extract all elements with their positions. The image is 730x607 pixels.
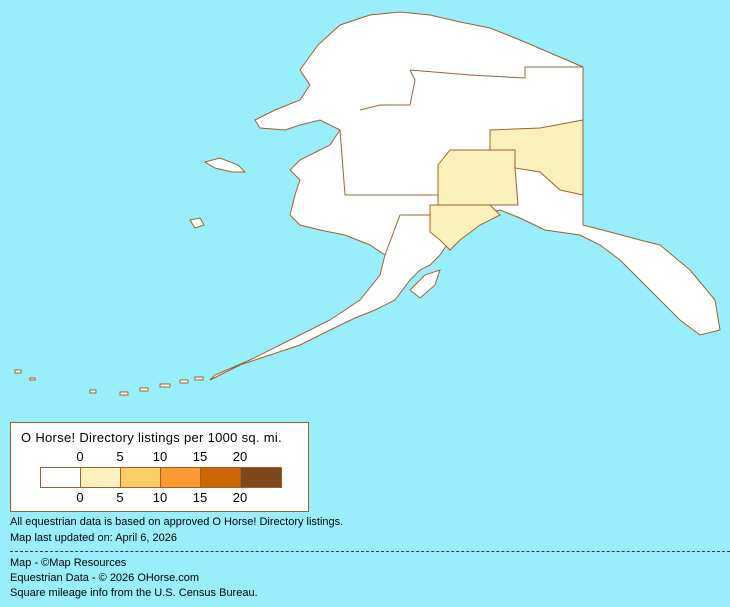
legend-swatch: [121, 468, 161, 487]
legend-bottom-tick: 5: [116, 490, 124, 505]
region-southcentral[interactable]: [429, 204, 501, 251]
map-credit: Map - ©Map Resources: [10, 557, 127, 569]
data-basis-note: All equestrian data is based on approved…: [10, 516, 344, 528]
legend: O Horse! Directory listings per 1000 sq.…: [10, 422, 309, 512]
legend-swatch: [241, 468, 281, 487]
divider: [10, 551, 730, 552]
alaska-map: [14, 11, 721, 396]
legend-bottom-tick: 20: [232, 490, 248, 505]
legend-bottom-tick: 10: [152, 490, 168, 505]
legend-top-tick: 5: [116, 449, 124, 464]
legend-swatch: [161, 468, 201, 487]
legend-bottom-tick: 15: [192, 490, 208, 505]
legend-top-tick: 10: [152, 449, 168, 464]
legend-swatch: [41, 468, 81, 487]
region-interior[interactable]: [437, 149, 519, 206]
legend-top-tick: 15: [192, 449, 208, 464]
legend-swatch: [201, 468, 241, 487]
updated-note: Map last updated on: April 6, 2026: [10, 532, 177, 544]
legend-top-tick: 0: [76, 449, 84, 464]
data-credit: Equestrian Data - © 2026 OHorse.com: [10, 572, 200, 584]
legend-top-tick: 20: [232, 449, 248, 464]
island-nunivak[interactable]: [189, 217, 205, 229]
legend-swatch: [81, 468, 121, 487]
region-border: [359, 69, 416, 111]
region-border: [384, 214, 430, 256]
region-border: [409, 66, 583, 79]
legend-color-scale: [40, 467, 282, 488]
region-border: [339, 129, 438, 196]
island-kodiak[interactable]: [409, 269, 441, 299]
aleutian-islands: [14, 369, 204, 396]
island-st-lawrence[interactable]: [203, 157, 247, 173]
census-credit: Square mileage info from the U.S. Census…: [10, 587, 258, 599]
legend-bottom-tick: 0: [76, 490, 84, 505]
legend-title: O Horse! Directory listings per 1000 sq.…: [21, 430, 283, 445]
